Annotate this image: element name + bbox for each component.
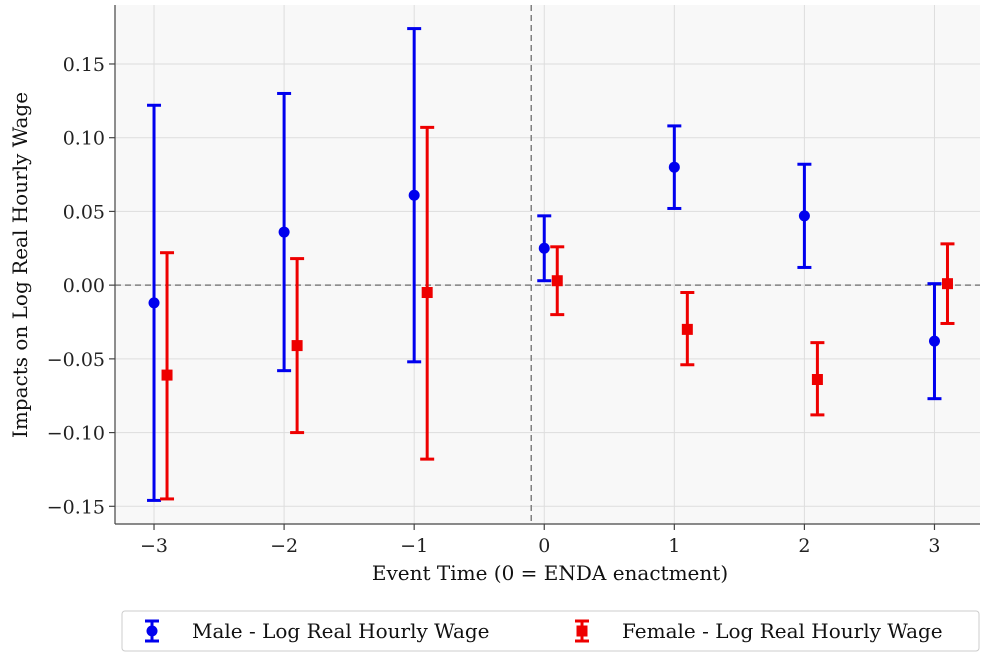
x-tick-label: −3 — [140, 535, 168, 557]
data-point — [681, 323, 693, 335]
data-point — [928, 335, 940, 347]
data-point — [538, 242, 550, 254]
x-axis-label: Event Time (0 = ENDA enactment) — [372, 561, 728, 585]
series-male — [147, 27, 942, 502]
y-axis-label: Impacts on Log Real Hourly Wage — [8, 92, 32, 438]
axes — [114, 5, 980, 525]
y-tick-label: −0.05 — [47, 349, 105, 371]
data-point — [811, 374, 823, 386]
x-tick-label: 1 — [668, 535, 680, 557]
legend-label: Male - Log Real Hourly Wage — [192, 619, 490, 643]
y-tick-label: −0.10 — [47, 423, 105, 445]
x-tick-label: 0 — [538, 535, 550, 557]
series-female — [160, 125, 955, 501]
data-point — [941, 278, 953, 290]
reference-lines — [115, 5, 980, 524]
legend-frame — [121, 610, 980, 652]
legend-entry: Male - Log Real Hourly Wage — [145, 619, 490, 643]
legend-marker — [576, 625, 588, 637]
x-tick-label: 3 — [928, 535, 940, 557]
x-tick-label: −1 — [400, 535, 428, 557]
y-ticks: −0.15 −0.10 −0.05 0.00 0.05 0.10 0.15 — [47, 54, 115, 518]
legend-entry: Female - Log Real Hourly Wage — [575, 619, 943, 643]
legend: Male - Log Real Hourly Wage Female - Log … — [121, 610, 980, 652]
x-ticks: −3 −2 −1 0 1 2 3 — [140, 524, 941, 557]
legend-marker — [146, 625, 158, 637]
data-point — [161, 369, 173, 381]
x-tick-label: 2 — [798, 535, 810, 557]
data-point — [148, 297, 160, 309]
plot-background — [115, 5, 980, 524]
data-point — [551, 275, 563, 287]
data-point — [798, 210, 810, 222]
y-tick-label: 0.00 — [63, 275, 105, 297]
data-point — [421, 287, 433, 299]
data-point — [668, 161, 680, 173]
data-point — [408, 189, 420, 201]
legend-label: Female - Log Real Hourly Wage — [622, 619, 943, 643]
data-point — [291, 340, 303, 352]
y-tick-label: −0.15 — [47, 496, 105, 518]
y-tick-label: 0.10 — [63, 128, 105, 150]
y-tick-label: 0.05 — [63, 201, 105, 223]
x-tick-label: −2 — [270, 535, 298, 557]
y-tick-label: 0.15 — [63, 54, 105, 76]
data-point — [278, 226, 290, 238]
series-layer — [147, 27, 955, 502]
